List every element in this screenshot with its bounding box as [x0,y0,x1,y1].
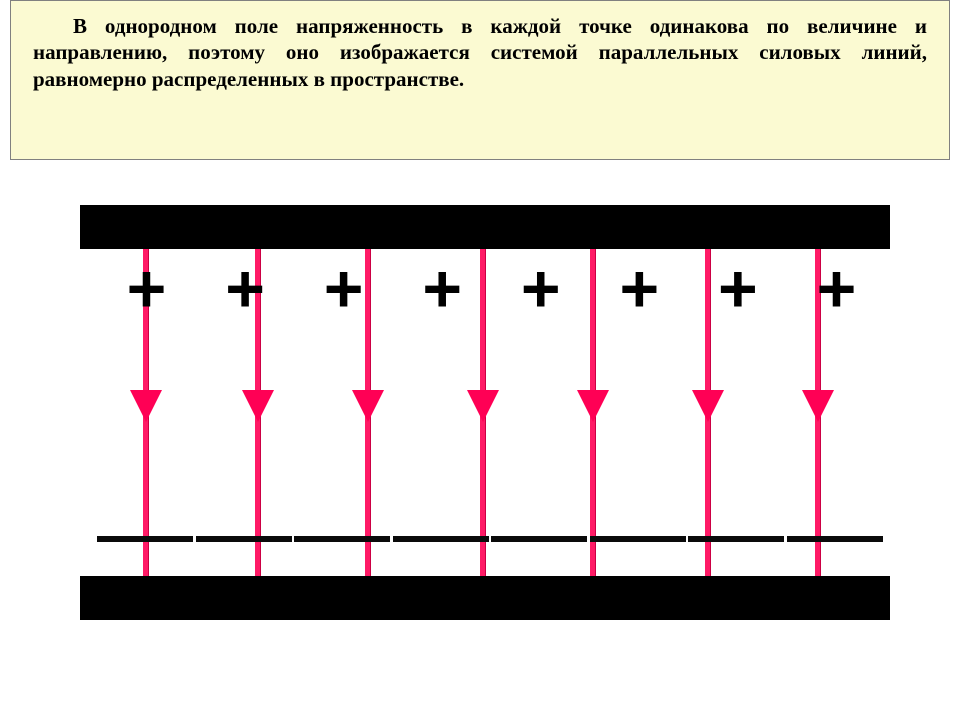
minus-icon: — [680,505,792,565]
plus-icon: + [603,255,673,323]
plus-icon: + [701,255,771,323]
arrowhead-down-icon [577,390,609,422]
explanation-text-box: В однородном поле напряженность в каждой… [10,0,950,160]
plus-icon: + [307,255,377,323]
plus-icon: + [209,255,279,323]
negative-plate [80,576,890,620]
plus-icon: + [406,255,476,323]
positive-charges-row: + + + + + + + + [80,255,890,323]
explanation-paragraph: В однородном поле напряженность в каждой… [33,13,927,92]
minus-icon: — [582,505,694,565]
arrowhead-down-icon [352,390,384,422]
positive-plate [80,205,890,249]
arrowhead-down-icon [242,390,274,422]
arrowhead-down-icon [802,390,834,422]
minus-icon: — [89,505,201,565]
minus-icon: — [188,505,300,565]
arrowhead-down-icon [130,390,162,422]
field-diagram: ++++++++ ———————— [80,205,890,625]
negative-charges-row: ———————— [80,505,890,565]
minus-icon: — [385,505,497,565]
plus-icon: + [504,255,574,323]
plus-icon: + [800,255,870,323]
minus-icon: — [483,505,595,565]
plus-icon: + [110,255,180,323]
minus-icon: — [779,505,891,565]
arrowhead-down-icon [467,390,499,422]
arrowhead-down-icon [692,390,724,422]
minus-icon: — [286,505,398,565]
